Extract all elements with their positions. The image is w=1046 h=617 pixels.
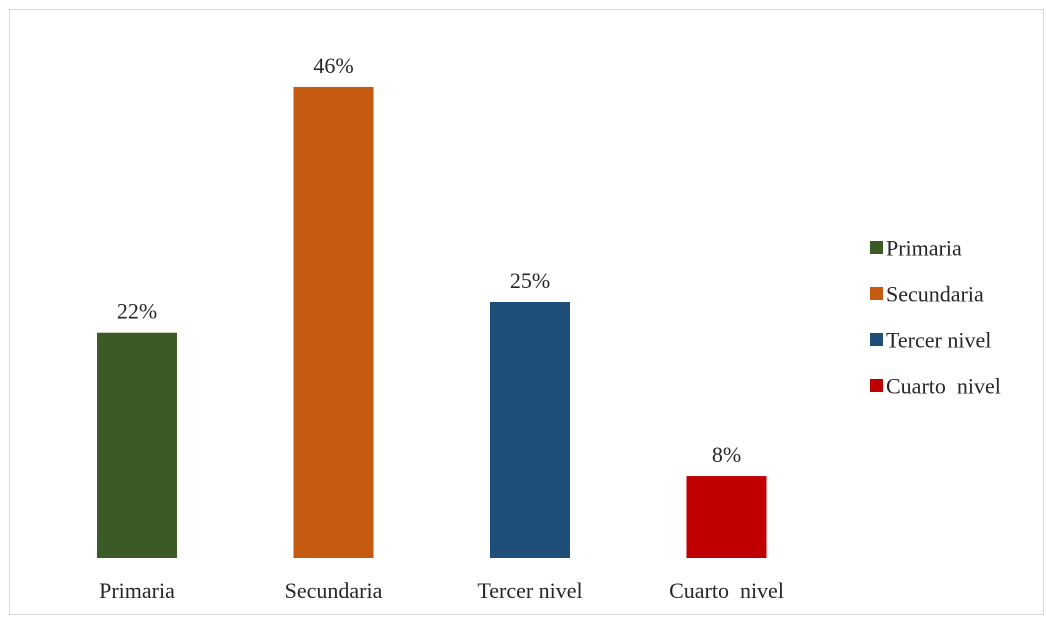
legend-item-secundaria: Secundaria — [870, 282, 984, 307]
category-label-primaria: Primaria — [99, 578, 175, 603]
legend-swatch-secundaria — [870, 287, 883, 300]
bar-secundaria — [293, 86, 374, 559]
legend-item-cuarto-nivel: Cuarto nivel — [870, 374, 1001, 399]
category-label-tercer-nivel: Tercer nivel — [477, 578, 582, 603]
legend-swatch-tercer-nivel — [870, 333, 883, 346]
bar-cuarto-nivel — [686, 476, 767, 558]
value-labels-group: 22% 46% 25% 8% — [117, 53, 741, 467]
category-labels-group: Primaria Secundaria Tercer nivel Cuarto niv… — [99, 578, 784, 603]
legend: Primaria Secundaria Tercer nivel Cuarto niv… — [870, 236, 1001, 399]
bar-primaria — [97, 332, 177, 558]
chart-frame — [9, 9, 1044, 615]
legend-swatch-primaria — [870, 241, 883, 254]
data-label-secundaria: 46% — [313, 53, 353, 78]
legend-label-cuarto-nivel: Cuarto nivel — [886, 374, 1001, 399]
data-label-primaria: 22% — [117, 299, 157, 324]
bar-tercer-nivel — [490, 302, 570, 558]
data-label-cuarto-nivel: 8% — [712, 442, 741, 467]
legend-label-primaria: Primaria — [886, 236, 962, 261]
bars-group — [97, 86, 767, 559]
legend-label-secundaria: Secundaria — [886, 282, 984, 307]
legend-swatch-cuarto-nivel — [870, 379, 883, 392]
legend-item-tercer-nivel: Tercer nivel — [870, 328, 991, 353]
legend-item-primaria: Primaria — [870, 236, 962, 261]
legend-label-tercer-nivel: Tercer nivel — [886, 328, 991, 353]
data-label-tercer-nivel: 25% — [510, 268, 550, 293]
category-label-cuarto-nivel: Cuarto nivel — [669, 578, 784, 603]
category-label-secundaria: Secundaria — [285, 578, 383, 603]
